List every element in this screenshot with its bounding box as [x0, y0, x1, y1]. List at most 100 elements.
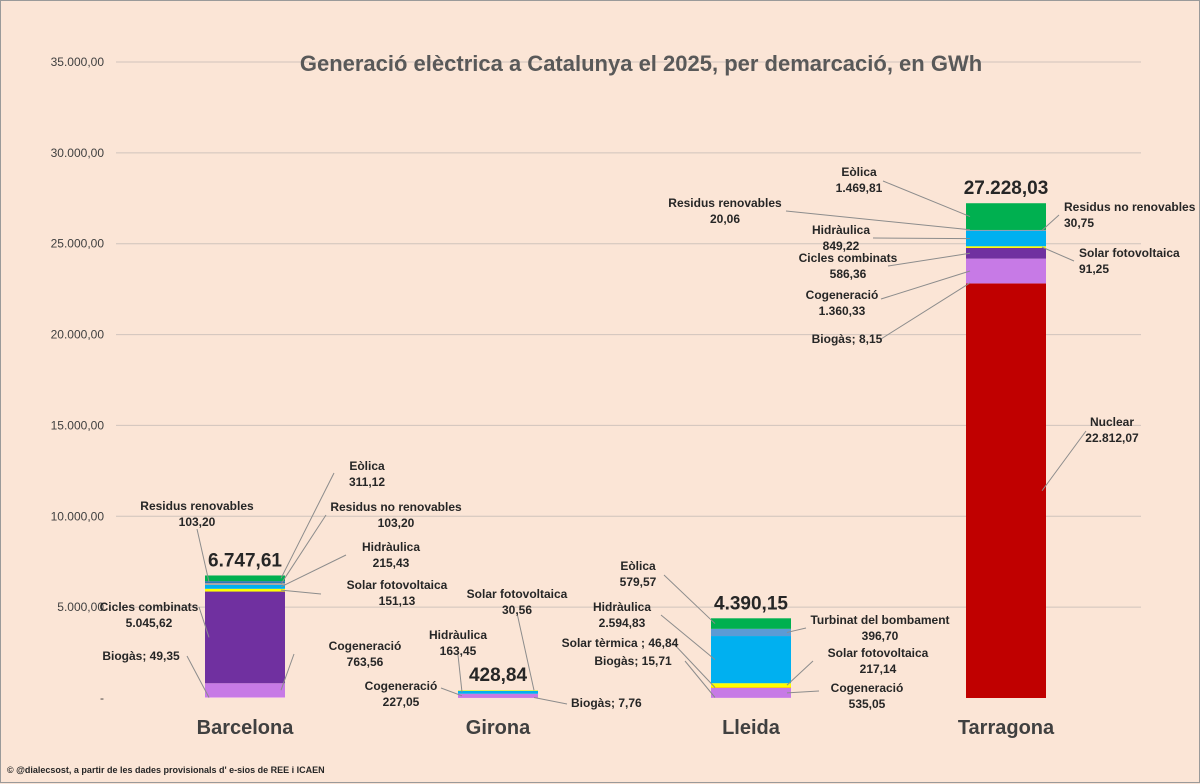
bar-segment-girona-cogeneracio [458, 693, 538, 698]
data-label-biogas: Biogàs; 15,71 [594, 654, 672, 668]
leader-line [786, 690, 820, 694]
bar-total-label: 6.747,61 [208, 550, 282, 571]
bar-segment-lleida-solar-fotovoltaica [711, 683, 791, 688]
y-tick-label: 30.000,00 [51, 146, 105, 160]
data-label-solar-fotovoltaica: Solar fotovoltaica 91,25 [1079, 246, 1180, 276]
leader-line [1041, 246, 1075, 262]
leader-line [280, 514, 327, 585]
x-category-label: Barcelona [197, 717, 295, 739]
bar-segment-tarragona-residus-renovables [966, 229, 1046, 231]
leader-line [887, 252, 971, 267]
leader-line [196, 528, 210, 583]
y-tick-label: - [100, 691, 104, 705]
data-label-biogas: Biogàs; 49,35 [102, 649, 180, 663]
bar-segment-barcelona-residus-renovables [205, 581, 285, 584]
bar-segment-tarragona-solar-fotovoltaica [966, 246, 1046, 248]
leader-line [198, 606, 210, 638]
data-label-residus-no-renovables: Residus no renovables 103,20 [330, 500, 462, 530]
y-tick-label: 10.000,00 [51, 509, 105, 523]
leader-line [684, 660, 716, 698]
bar-segment-lleida-hidraulica [711, 636, 791, 684]
x-category-label: Girona [466, 717, 531, 739]
data-label-cicles-combinats: Cicles combinats 5.045,62 [100, 600, 199, 630]
y-tick-label: 25.000,00 [51, 237, 105, 251]
bar-total-label: 27.228,03 [964, 178, 1049, 199]
bar-segment-barcelona-eolica [205, 575, 285, 582]
data-label-biogas: Biogàs; 7,76 [571, 696, 642, 710]
bar-segment-tarragona-nuclear [966, 283, 1046, 698]
leader-line [280, 653, 295, 691]
leader-line [1041, 430, 1087, 492]
data-label-solar-termica: Solar tèrmica ; 46,84 [562, 636, 679, 650]
leader-line [786, 660, 814, 686]
leader-line [440, 687, 463, 697]
leader-line [280, 472, 335, 579]
bar-segment-tarragona-cicles-combinats [966, 247, 1046, 259]
x-category-label: Lleida [722, 717, 781, 739]
bar-segment-lleida-turbinat-del-bombament [711, 628, 791, 637]
data-label-solar-fotovoltaica: Solar fotovoltaica 30,56 [467, 587, 568, 617]
data-label-residus-no-renovables: Residus no renovables 30,75 [1064, 200, 1196, 230]
leader-line [880, 282, 971, 340]
bar-segment-tarragona-residus-no-renovables [966, 230, 1046, 231]
data-label-hidraulica: Hidràulica 215,43 [362, 540, 420, 570]
data-label-cogeneracio: Cogeneració 763,56 [329, 639, 402, 669]
leader-line [1041, 214, 1060, 231]
data-label-eolica: Eòlica 579,57 [620, 559, 657, 589]
chart-title: Generació elèctrica a Catalunya el 2025,… [300, 51, 982, 76]
y-tick-label: 15.000,00 [51, 418, 105, 432]
bar-segment-tarragona-hidraulica [966, 230, 1046, 247]
bar-segment-barcelona-biogas [205, 697, 285, 698]
bar-segment-tarragona-eolica [966, 203, 1046, 230]
data-label-nuclear: Nuclear 22.812,07 [1085, 415, 1139, 445]
leader-line [880, 270, 971, 300]
data-label-eolica: Eòlica 1.469,81 [836, 165, 883, 195]
leader-line [663, 574, 716, 624]
bar-total-label: 428,84 [469, 665, 528, 686]
leader-line [280, 589, 322, 595]
data-label-cicles-combinats: Cicles combinats 586,36 [799, 251, 898, 281]
leader-line [533, 697, 568, 705]
bar-segment-barcelona-cogeneracio [205, 683, 285, 698]
leader-line [785, 210, 971, 231]
data-label-residus-renovables: Residus renovables 103,20 [140, 499, 254, 529]
y-tick-label: 35.000,00 [51, 55, 105, 69]
bar-segment-barcelona-hidraulica [205, 584, 285, 589]
data-label-solar-fotovoltaica: Solar fotovoltaica 217,14 [828, 646, 929, 676]
data-label-turbinat-del-bombament: Turbinat del bombament 396,70 [810, 613, 949, 643]
bar-segment-lleida-cogeneracio [711, 687, 791, 698]
data-label-hidraulica: Hidràulica 849,22 [812, 223, 870, 253]
leader-line [872, 237, 971, 240]
bar-segment-barcelona-solar-fotovoltaica [205, 588, 285, 592]
bar-segment-barcelona-residus-no-renovables [205, 583, 285, 585]
data-label-eolica: Eòlica 311,12 [349, 459, 385, 489]
footer-credit: © @dialecsost, a partir de les dades pro… [7, 765, 325, 775]
leader-line [786, 627, 807, 633]
data-label-cogeneracio: Cogeneració 535,05 [831, 681, 904, 711]
leader-line [660, 614, 716, 661]
leader-line [186, 655, 210, 698]
leader-line [882, 180, 971, 218]
bar-segment-girona-solar-fotovoltaica [458, 690, 538, 691]
bar-segment-lleida-eolica [711, 618, 791, 629]
bar-segment-tarragona-cogeneracio [966, 258, 1046, 284]
bar-segment-barcelona-cicles-combinats [205, 591, 285, 684]
data-label-solar-fotovoltaica: Solar fotovoltaica 151,13 [347, 578, 448, 608]
bar-segment-lleida-solar-termica [711, 687, 791, 688]
data-label-cogeneracio: Cogeneració 227,05 [365, 679, 438, 709]
y-tick-label: 20.000,00 [51, 328, 105, 342]
data-label-hidraulica: Hidràulica 163,45 [429, 628, 487, 658]
x-category-label: Tarragona [958, 717, 1055, 739]
data-label-residus-renovables: Residus renovables 20,06 [668, 196, 782, 226]
bar-segment-girona-hidraulica [458, 690, 538, 694]
data-label-hidraulica: Hidràulica 2.594,83 [593, 600, 651, 630]
leader-line [672, 642, 716, 688]
y-tick-label: 5.000,00 [57, 600, 104, 614]
data-label-biogas: Biogàs; 8,15 [812, 332, 883, 346]
leader-line [280, 554, 347, 588]
leader-line [516, 612, 535, 691]
leader-line [457, 654, 463, 693]
bar-total-label: 4.390,15 [714, 593, 788, 614]
